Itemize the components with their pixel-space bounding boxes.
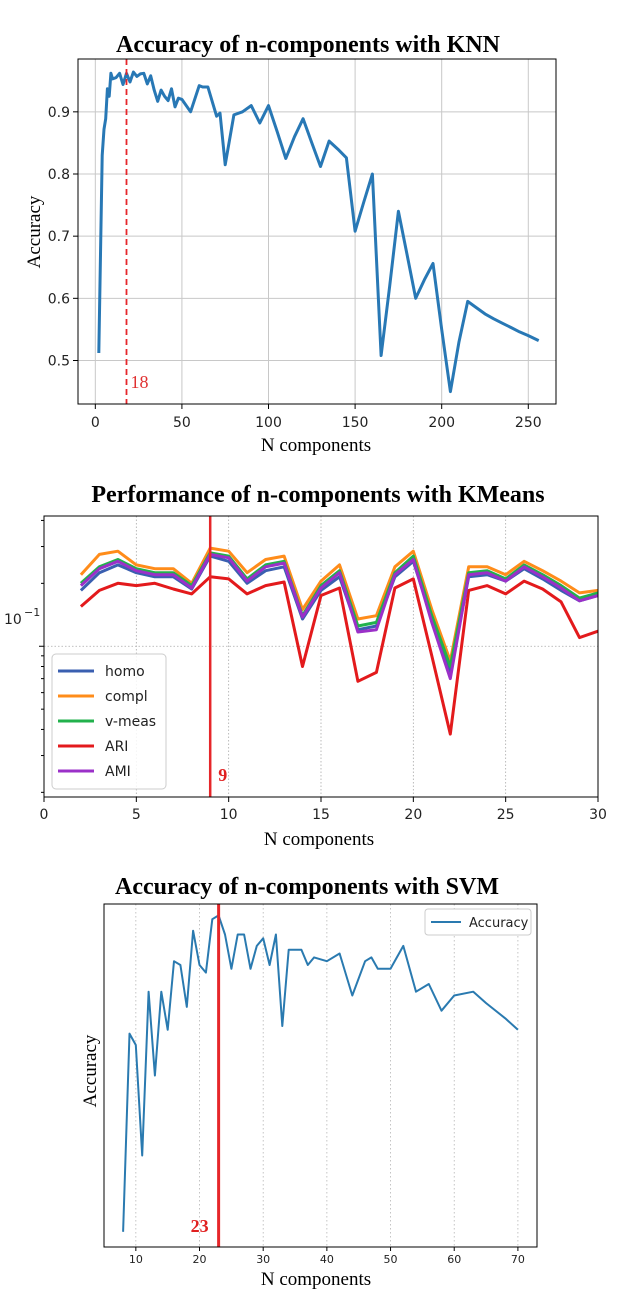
kmeans-y-ticks: 10 −1: [4, 519, 44, 793]
kmeans-series-v-meas: [79, 551, 599, 668]
svm-series: [122, 914, 519, 1232]
svm-x-ticks: 10 20 30 40 50 60 70: [129, 1247, 525, 1266]
kmeans-legend-label-homo: homo: [105, 664, 145, 680]
kmeans-x-tick-label: 30: [589, 807, 607, 823]
kmeans-y-tick-exponent: −1: [24, 606, 40, 619]
knn-marker: 18: [125, 59, 148, 404]
kmeans-x-tick-label: 0: [40, 807, 49, 823]
svm-accuracy-line: [122, 914, 519, 1232]
knn-x-tick-label: 150: [342, 415, 369, 431]
knn-grid: [78, 59, 556, 404]
knn-y-axis-label: Accuracy: [24, 195, 45, 268]
kmeans-y-tick-base: 10: [4, 612, 22, 628]
kmeans-x-tick-label: 25: [497, 807, 515, 823]
kmeans-legend: homo compl v-meas ARI AMI: [51, 653, 167, 790]
kmeans-marker-label: 9: [218, 765, 227, 785]
svm-plot-frame: [103, 903, 538, 1248]
svm-chart: Accuracy of n-components with SVM 23 10 2…: [80, 874, 538, 1290]
knn-x-axis-label: N components: [261, 435, 371, 456]
knn-marker-label: 18: [130, 372, 148, 392]
kmeans-legend-label-v-meas: v-meas: [105, 714, 156, 730]
svm-x-axis-label: N components: [261, 1269, 371, 1290]
knn-y-tick-label: 0.6: [48, 291, 70, 307]
knn-y-tick-label: 0.5: [48, 353, 70, 369]
svm-x-tick-label: 30: [256, 1253, 270, 1266]
knn-x-ticks: 0 50 100 150 200 250: [91, 404, 542, 431]
knn-accuracy-line: [97, 70, 540, 394]
kmeans-legend-label-compl: compl: [105, 689, 148, 705]
knn-x-tick-label: 0: [91, 415, 100, 431]
knn-chart: Accuracy of n-components with KNN 18 0 50…: [24, 32, 557, 456]
svm-legend-box: [424, 908, 532, 936]
kmeans-chart-title: Performance of n-components with KMeans: [91, 482, 544, 508]
kmeans-marker: 9: [208, 516, 227, 797]
knn-x-tick-label: 250: [515, 415, 542, 431]
svm-x-tick-label: 60: [447, 1253, 461, 1266]
knn-x-tick-label: 100: [255, 415, 282, 431]
svm-marker: 23: [191, 904, 221, 1247]
svm-x-tick-label: 50: [384, 1253, 398, 1266]
kmeans-x-ticks: 0 5 10 15 20 25 30: [40, 797, 607, 823]
svm-x-tick-label: 40: [320, 1253, 334, 1266]
kmeans-x-tick-label: 15: [312, 807, 330, 823]
kmeans-chart: Performance of n-components with KMeans …: [4, 482, 607, 850]
kmeans-x-tick-label: 5: [132, 807, 141, 823]
kmeans-x-tick-label: 20: [404, 807, 422, 823]
kmeans-series-ARI: [79, 575, 599, 736]
knn-plot-frame: [77, 58, 557, 405]
svm-chart-title: Accuracy of n-components with SVM: [115, 874, 499, 900]
svm-y-axis-label: Accuracy: [80, 1034, 101, 1107]
svm-legend: Accuracy: [424, 908, 532, 936]
knn-chart-title: Accuracy of n-components with KNN: [116, 32, 501, 58]
svm-x-tick-label: 70: [511, 1253, 525, 1266]
svm-x-tick-label: 10: [129, 1253, 143, 1266]
knn-y-ticks: 0.5 0.6 0.7 0.8 0.9: [48, 105, 78, 369]
kmeans-series: [79, 546, 599, 736]
knn-x-tick-label: 50: [173, 415, 191, 431]
kmeans-legend-label-AMI: AMI: [105, 764, 131, 780]
knn-series: [97, 70, 540, 394]
svm-marker-label: 23: [191, 1216, 209, 1236]
svm-legend-label: Accuracy: [469, 916, 529, 931]
knn-x-tick-label: 200: [428, 415, 455, 431]
knn-y-tick-label: 0.8: [48, 167, 70, 183]
svm-grid: [135, 904, 519, 1247]
kmeans-series-AMI: [79, 552, 599, 681]
kmeans-x-axis-label: N components: [264, 829, 374, 850]
knn-y-tick-label: 0.7: [48, 229, 70, 245]
kmeans-series-compl: [79, 546, 599, 663]
svm-x-tick-label: 20: [193, 1253, 207, 1266]
kmeans-legend-label-ARI: ARI: [105, 739, 128, 755]
knn-y-tick-label: 0.9: [48, 105, 70, 121]
kmeans-legend-box: [51, 653, 167, 790]
kmeans-x-tick-label: 10: [220, 807, 238, 823]
